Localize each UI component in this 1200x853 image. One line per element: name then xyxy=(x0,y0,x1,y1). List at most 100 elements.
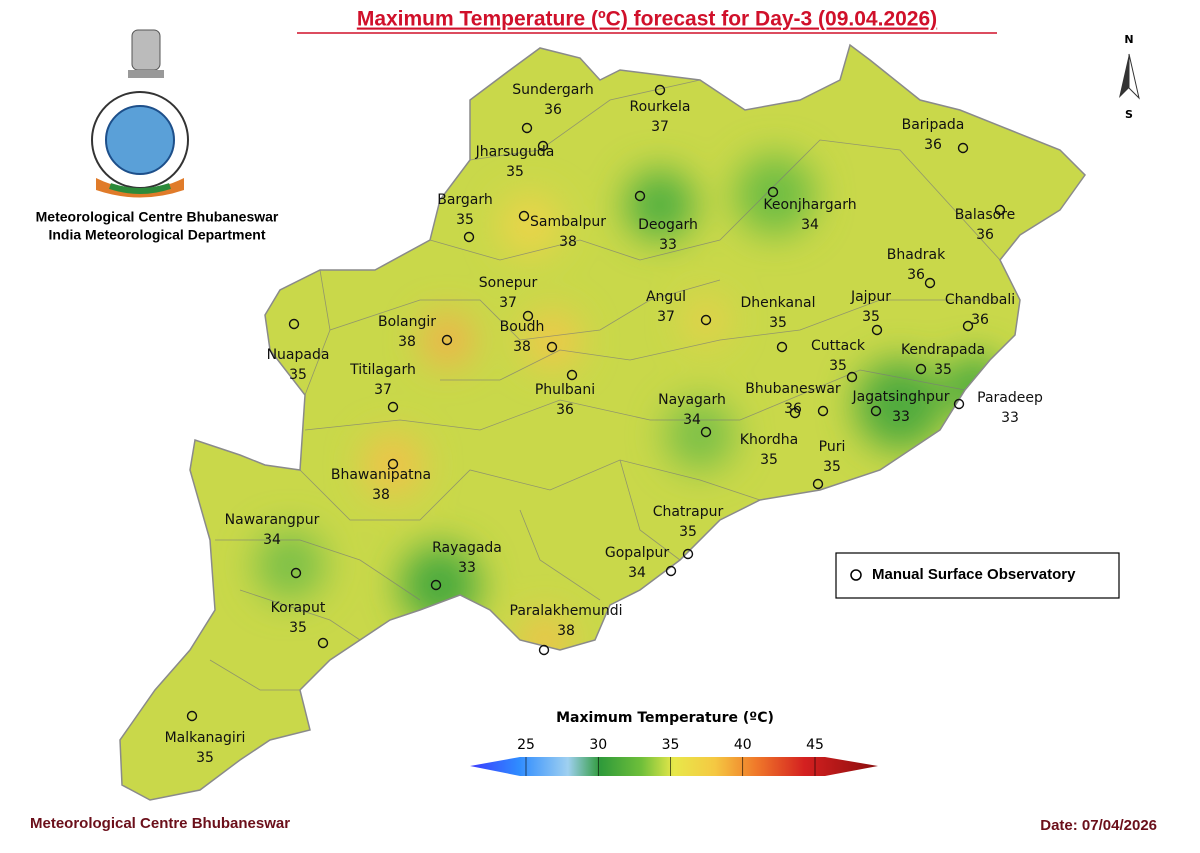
station-value: 33 xyxy=(1001,410,1019,426)
station-name: Dhenkanal xyxy=(741,295,816,311)
station-name: Puri xyxy=(819,439,846,455)
station-marker xyxy=(665,565,677,577)
station-value: 36 xyxy=(544,102,562,118)
station-marker xyxy=(290,567,302,579)
station-marker xyxy=(789,407,801,419)
station-name: Jagatsinghpur xyxy=(852,389,950,405)
station-value: 38 xyxy=(372,487,390,503)
station-name: Phulbani xyxy=(535,382,595,398)
footer-date: Date: 07/04/2026 xyxy=(1040,817,1157,834)
station-marker xyxy=(957,142,969,154)
station-value: 33 xyxy=(659,237,677,253)
station-name: Chatrapur xyxy=(653,504,724,520)
station-value: 37 xyxy=(499,295,517,311)
station-marker xyxy=(962,320,974,332)
station-name: Paradeep xyxy=(977,390,1043,406)
station-name: Sonepur xyxy=(479,275,538,291)
station-name: Angul xyxy=(646,289,686,305)
station-value: 36 xyxy=(976,227,994,243)
station-marker xyxy=(538,644,550,656)
station-marker xyxy=(463,231,475,243)
legend-box xyxy=(835,552,1120,599)
station-value: 35 xyxy=(289,620,307,636)
colorbar-title: Maximum Temperature (ºC) xyxy=(556,710,774,726)
colorbar-ticks: 25 30 35 40 45 xyxy=(517,737,824,776)
station-value: 38 xyxy=(398,334,416,350)
station-value: 35 xyxy=(760,452,778,468)
station-value: 35 xyxy=(829,358,847,374)
station-marker xyxy=(521,122,533,134)
station-marker xyxy=(915,363,927,375)
station-name: Rourkela xyxy=(630,99,691,115)
station-marker xyxy=(700,314,712,326)
station-name: Jharsuguda xyxy=(475,144,555,160)
station-marker xyxy=(812,478,824,490)
station-name: Bargarh xyxy=(437,192,493,208)
station-name: Bhawanipatna xyxy=(331,467,431,483)
colorbar-tick-label: 35 xyxy=(662,737,680,753)
station-marker xyxy=(924,277,936,289)
station-marker xyxy=(537,140,549,152)
station-name: Koraput xyxy=(271,600,326,616)
station-name: Titilagarh xyxy=(349,362,416,378)
station-name: Boudh xyxy=(500,319,545,335)
legend-label: Manual Surface Observatory xyxy=(872,566,1076,583)
station-marker xyxy=(846,371,858,383)
station-marker xyxy=(546,341,558,353)
station-value: 36 xyxy=(556,402,574,418)
station-name: Balasore xyxy=(955,207,1016,223)
station-value: 37 xyxy=(374,382,392,398)
station-name: Bhubaneswar xyxy=(745,381,841,397)
station-marker xyxy=(387,401,399,413)
station-marker xyxy=(776,341,788,353)
station-marker xyxy=(317,637,329,649)
colorbar-tick-label: 45 xyxy=(806,737,824,753)
station-name: Keonjhargarh xyxy=(763,197,856,213)
station-name: Nawarangpur xyxy=(225,512,320,528)
station-value: 35 xyxy=(862,309,880,325)
station-value: 37 xyxy=(651,119,669,135)
footer-left: Meteorological Centre Bhubaneswar xyxy=(30,815,290,832)
map-title: Maximum Temperature (ºC) forecast for Da… xyxy=(357,8,937,31)
station-name: Sambalpur xyxy=(530,214,606,230)
org-line2: India Meteorological Department xyxy=(48,227,265,243)
station-marker xyxy=(522,310,534,322)
station-marker xyxy=(682,548,694,560)
station-name: Deogarh xyxy=(638,217,698,233)
station-name: Cuttack xyxy=(811,338,866,354)
station-marker xyxy=(288,318,300,330)
station-name: Nayagarh xyxy=(658,392,726,408)
temperature-field xyxy=(120,45,1085,800)
compass-arrow xyxy=(1119,54,1129,98)
station-value: 33 xyxy=(892,409,910,425)
station-value: 35 xyxy=(769,315,787,331)
station-value: 36 xyxy=(907,267,925,283)
station-marker xyxy=(186,710,198,722)
station-marker xyxy=(518,210,530,222)
station-name: Gopalpur xyxy=(605,545,670,561)
colorbar-tick-label: 30 xyxy=(589,737,607,753)
station-value: 36 xyxy=(924,137,942,153)
station-marker xyxy=(566,369,578,381)
station-marker xyxy=(634,190,646,202)
station-value: 38 xyxy=(559,234,577,250)
station-value: 38 xyxy=(557,623,575,639)
station-marker xyxy=(700,426,712,438)
compass-south: S xyxy=(1125,108,1133,121)
station-value: 35 xyxy=(456,212,474,228)
station-value: 38 xyxy=(513,339,531,355)
station-value: 35 xyxy=(196,750,214,766)
district-boundaries xyxy=(209,79,1001,691)
station-value: 35 xyxy=(823,459,841,475)
compass-north: N xyxy=(1124,33,1133,46)
legend-marker xyxy=(850,569,862,581)
station-marker xyxy=(817,405,829,417)
station-name: Khordha xyxy=(740,432,798,448)
compass-arrow xyxy=(1128,53,1140,100)
station-marker xyxy=(953,398,965,410)
station-name: Nuapada xyxy=(267,347,330,363)
station-value: 34 xyxy=(628,565,646,581)
station-name: Sundergarh xyxy=(512,82,594,98)
